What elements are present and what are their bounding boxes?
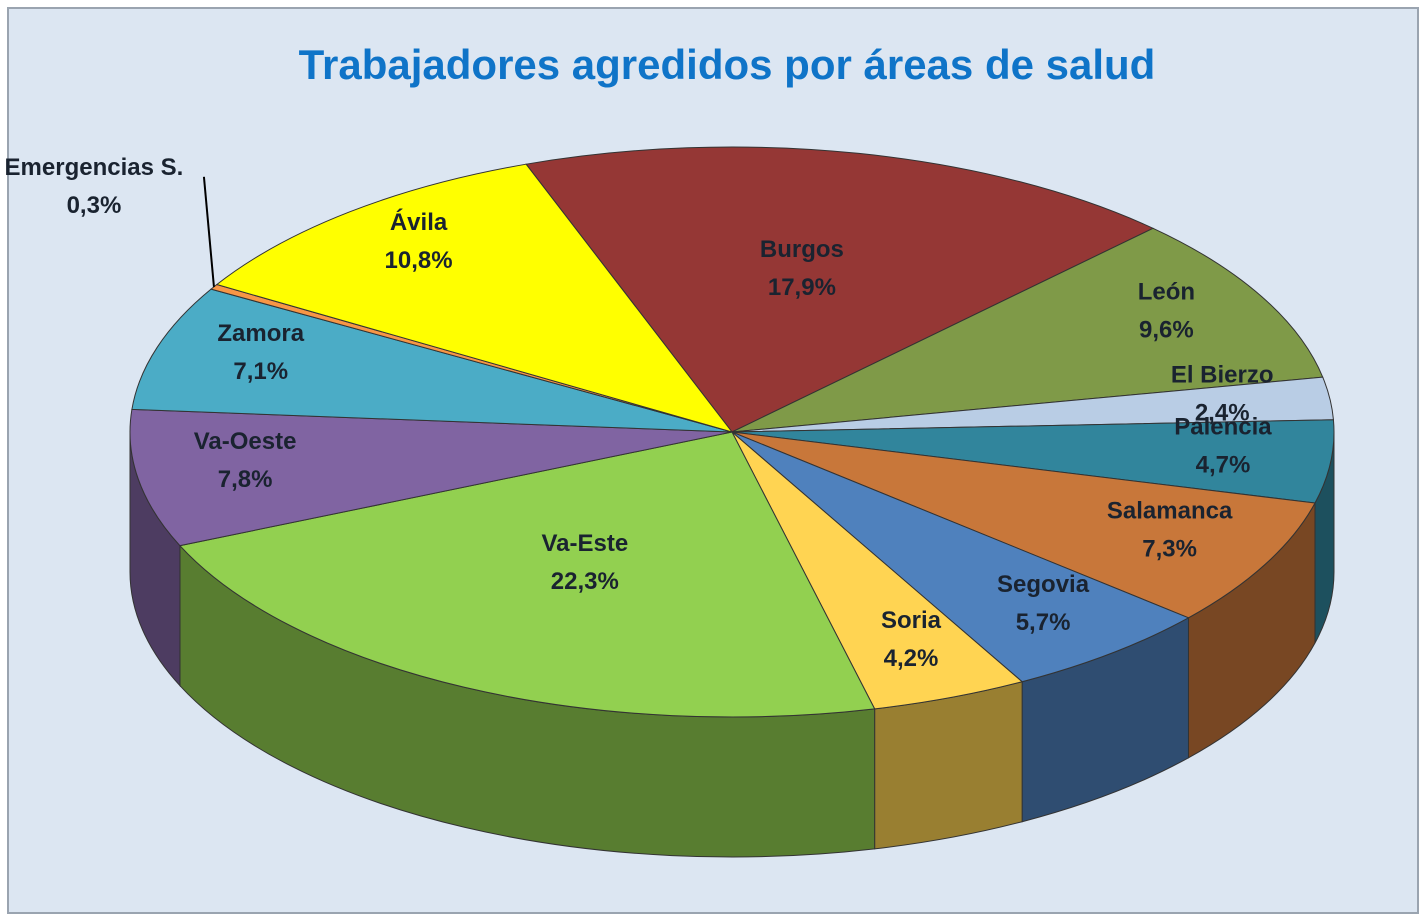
slice-label: Segovia [997, 571, 1090, 598]
slice-value: 4,7% [1196, 452, 1251, 479]
slice-value: 7,3% [1142, 535, 1197, 562]
pie-slice [731, 227, 1324, 433]
slice-label: Salamanca [1107, 497, 1233, 524]
chart-title: Trabajadores agredidos por áreas de salu… [299, 41, 1156, 88]
slice-label: León [1138, 278, 1195, 305]
slice-label: Zamora [217, 320, 304, 347]
slice-value: 22,3% [551, 568, 619, 595]
slice-value: 9,6% [1139, 316, 1194, 343]
pie-side [874, 681, 1023, 850]
slice-label: Palencia [1174, 414, 1272, 441]
slice-value: 7,8% [218, 466, 273, 493]
slice-value: 2,4% [1195, 400, 1250, 427]
slice-label: Burgos [760, 236, 844, 263]
slice-value: 5,7% [1016, 609, 1071, 636]
slice-value: 4,2% [884, 645, 939, 672]
pie-slice [178, 431, 876, 718]
leader-line [202, 176, 215, 287]
slice-label: Emergencias S. [5, 154, 184, 181]
slice-label: Va-Este [541, 530, 628, 557]
slice-label: Soria [881, 607, 942, 634]
slice-value: 17,9% [768, 274, 836, 301]
pie-slice [731, 431, 1190, 683]
pie-slice [129, 408, 733, 547]
pie-slice [525, 146, 1155, 433]
pie-slice [731, 419, 1335, 504]
slice-value: 10,8% [385, 247, 453, 274]
slice-value: 0,3% [67, 192, 122, 219]
pie-slice [131, 288, 733, 433]
pie-slice [731, 431, 1316, 619]
slice-value: 7,1% [233, 358, 288, 385]
pie-slice [215, 163, 734, 433]
slice-label: El Bierzo [1171, 362, 1274, 389]
slice-label: Ávila [390, 208, 448, 236]
slice-label: Va-Oeste [194, 428, 297, 455]
